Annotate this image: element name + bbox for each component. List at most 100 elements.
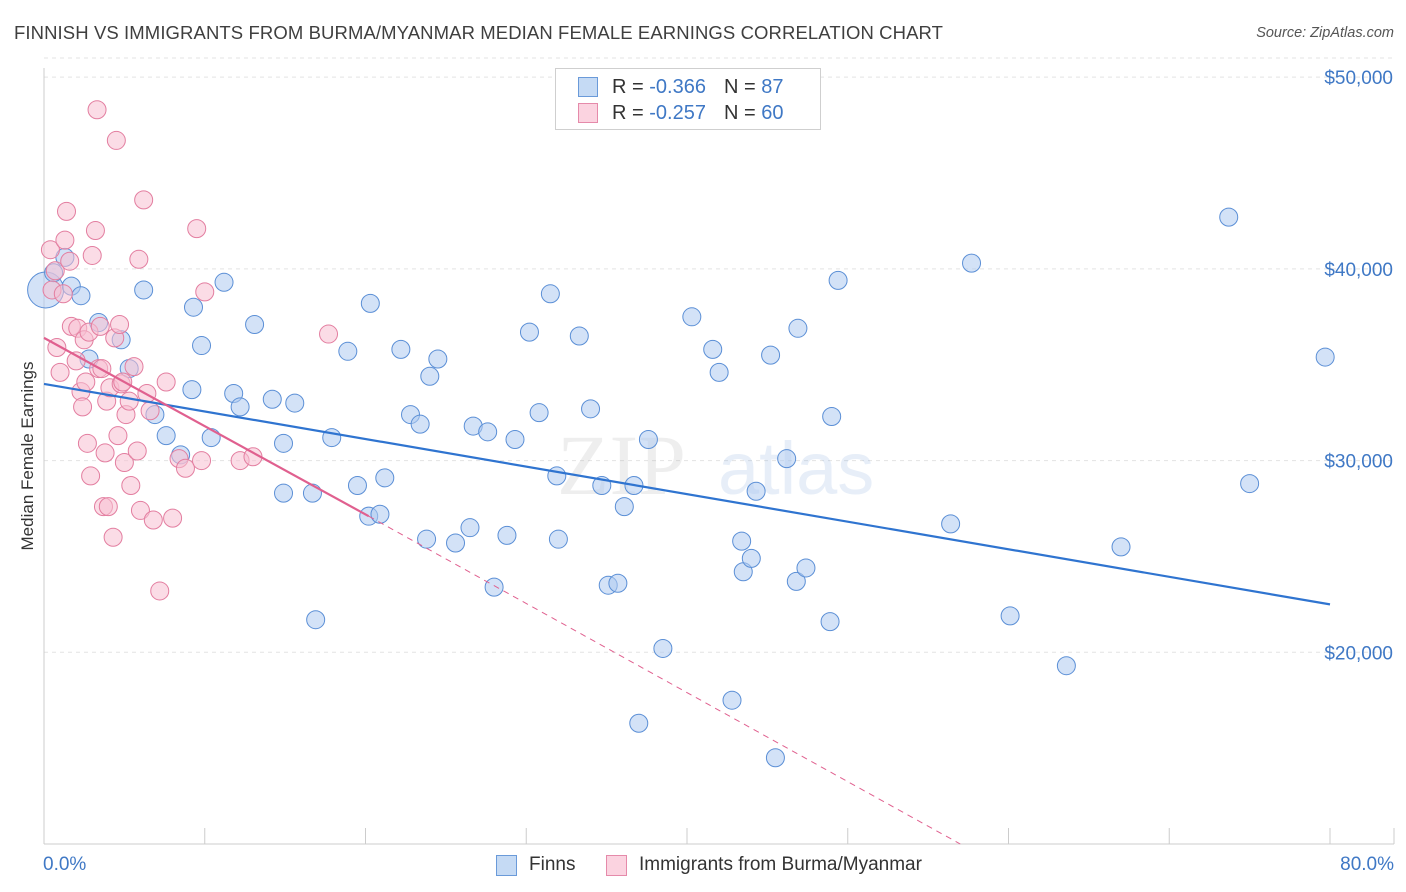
finns-point xyxy=(614,497,634,517)
n-value: 60 xyxy=(761,101,784,124)
finns-swatch-icon xyxy=(578,77,598,97)
finns-point xyxy=(941,514,961,534)
finns-point xyxy=(1111,537,1131,557)
finns-point xyxy=(417,529,437,549)
burma-point xyxy=(60,251,80,271)
burma-point xyxy=(73,397,93,417)
burma-point xyxy=(85,221,105,241)
x-tick-label-max: 80.0% xyxy=(1340,854,1394,875)
burma-points xyxy=(40,100,339,601)
burma-point xyxy=(87,100,107,120)
n-value: 87 xyxy=(761,75,784,98)
finns-point xyxy=(201,428,221,448)
burma-point xyxy=(114,453,134,473)
finns-point xyxy=(796,558,816,578)
burma-point xyxy=(140,401,160,421)
finns-point xyxy=(156,426,176,446)
finns-point xyxy=(722,690,742,710)
burma-point xyxy=(121,476,141,496)
legend-item-finns: Finns xyxy=(496,852,575,878)
finns-point xyxy=(529,403,549,423)
burma-trend-extension xyxy=(368,515,961,845)
finns-point xyxy=(134,280,154,300)
finns-point xyxy=(347,476,367,496)
finns-point xyxy=(71,286,91,306)
finns-point xyxy=(765,748,785,768)
burma-point xyxy=(55,230,75,250)
n-label: N = xyxy=(723,75,756,98)
finns-point xyxy=(732,531,752,551)
finns-legend-label: Finns xyxy=(529,854,576,875)
y-tick-label: $40,000 xyxy=(1324,260,1393,281)
x-axis-ticks xyxy=(43,828,1395,844)
burma-point xyxy=(82,245,102,265)
finns-point xyxy=(777,449,797,469)
trend-lines xyxy=(43,336,1331,845)
burma-legend-label: Immigrants from Burma/Myanmar xyxy=(639,854,922,875)
finns-point xyxy=(428,349,448,369)
finns-point xyxy=(746,481,766,501)
burma-point xyxy=(319,324,339,344)
correlation-legend: R = -0.366 N = 87 R = -0.257 N = 60 xyxy=(555,68,821,130)
finns-point xyxy=(214,272,234,292)
finns-point xyxy=(192,336,212,356)
burma-point xyxy=(77,433,97,453)
burma-point xyxy=(95,443,115,463)
burma-point xyxy=(90,316,110,336)
finns-point xyxy=(338,341,358,361)
finns-point xyxy=(497,525,517,545)
burma-point xyxy=(98,497,118,517)
finns-point xyxy=(581,399,601,419)
burma-point xyxy=(124,357,144,377)
burma-point xyxy=(53,284,73,304)
finns-point xyxy=(370,504,390,524)
finns-point xyxy=(446,533,466,553)
burma-point xyxy=(156,372,176,392)
finns-point xyxy=(709,362,729,382)
finns-point xyxy=(822,406,842,426)
r-value: -0.366 xyxy=(649,75,706,98)
finns-point xyxy=(262,389,282,409)
finns-point xyxy=(820,612,840,632)
burma-point xyxy=(129,249,149,269)
burma-legend-icon xyxy=(606,854,627,876)
finns-point xyxy=(375,468,395,488)
finns-point xyxy=(183,297,203,317)
burma-point xyxy=(103,527,123,547)
finns-point xyxy=(1000,606,1020,626)
r-label: R = xyxy=(612,101,644,124)
chart-title: FINNISH VS IMMIGRANTS FROM BURMA/MYANMAR… xyxy=(14,22,944,43)
finns-point xyxy=(761,345,781,365)
burma-trend-line xyxy=(43,336,370,518)
finns-point xyxy=(703,339,723,359)
finns-point xyxy=(519,322,539,342)
burma-point xyxy=(130,500,150,520)
burma-point xyxy=(150,581,170,601)
finns-point xyxy=(741,548,761,568)
finns-point xyxy=(274,433,294,453)
finns-point xyxy=(540,284,560,304)
burma-swatch-icon xyxy=(578,103,598,123)
burma-point xyxy=(143,510,163,530)
watermark: ZIP atlas xyxy=(557,417,874,513)
finns-point xyxy=(230,397,250,417)
burma-point xyxy=(110,314,130,334)
burma-point xyxy=(50,362,70,382)
burma-point xyxy=(57,201,77,221)
finns-point xyxy=(505,429,525,449)
finns-point xyxy=(629,713,649,733)
finns-point xyxy=(391,339,411,359)
legend-item-burma: Immigrants from Burma/Myanmar xyxy=(606,852,922,878)
finns-point xyxy=(285,393,305,413)
y-tick-label: $50,000 xyxy=(1324,68,1393,89)
finns-point xyxy=(1315,347,1335,367)
finns-point xyxy=(274,483,294,503)
burma-point xyxy=(45,261,65,281)
watermark-zip: ZIP xyxy=(557,417,686,513)
finns-point xyxy=(828,270,848,290)
finns-point xyxy=(245,314,265,334)
legend-row-burma: R = -0.257 N = 60 xyxy=(578,101,783,125)
burma-point xyxy=(175,458,195,478)
y-tick-label: $20,000 xyxy=(1324,643,1393,664)
burma-point xyxy=(108,426,128,446)
